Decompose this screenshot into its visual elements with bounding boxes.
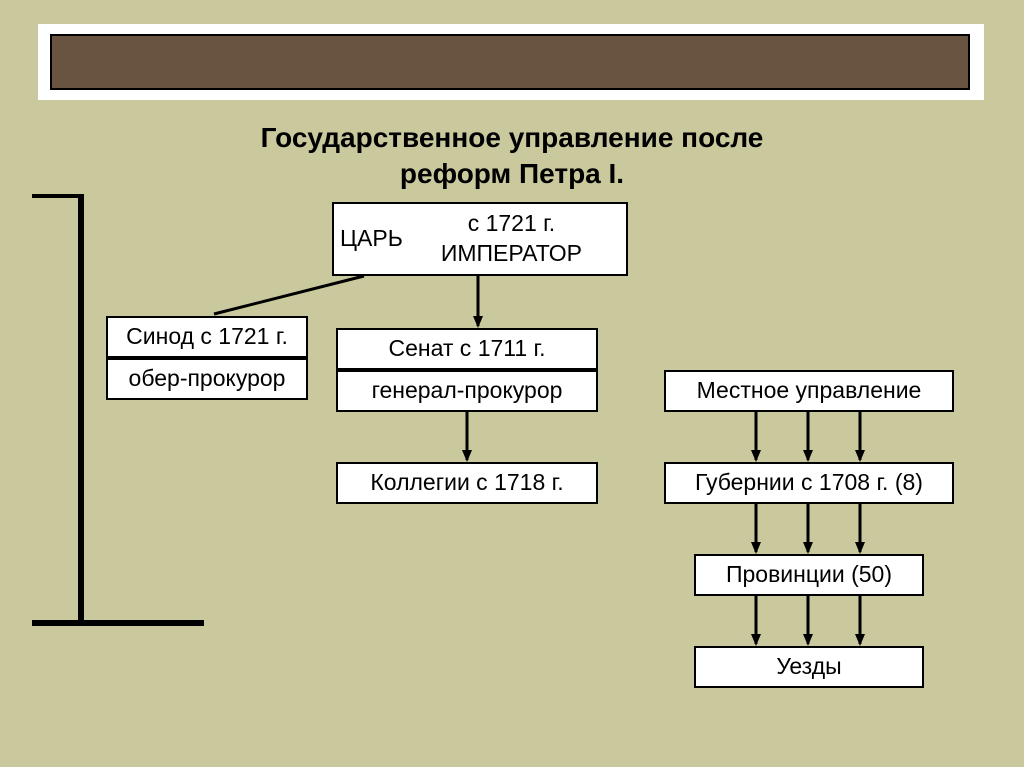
node-gubernii: Губернии с 1708 г. (8) (664, 462, 954, 504)
deco-line-vert (78, 194, 84, 624)
node-senat: Сенат с 1711 г. (336, 328, 598, 370)
node-genprok: генерал-прокурор (336, 370, 598, 412)
header-bar-inner (50, 34, 970, 90)
node-local: Местное управление (664, 370, 954, 412)
diagram-title-line1: Государственное управление после (0, 122, 1024, 154)
node-oberprok: обер-прокурор (106, 358, 308, 400)
node-tsar: ЦАРЬс 1721 г. ИМПЕРАТОР (332, 202, 628, 276)
node-synod: Синод с 1721 г. (106, 316, 308, 358)
deco-line-short (32, 194, 80, 198)
diagram-stage: Государственное управление после реформ … (0, 0, 1024, 767)
node-uezdy: Уезды (694, 646, 924, 688)
node-kollegii: Коллегии с 1718 г. (336, 462, 598, 504)
node-provincii: Провинции (50) (694, 554, 924, 596)
deco-line-long (32, 620, 204, 626)
diagram-title-line2: реформ Петра I. (0, 158, 1024, 190)
